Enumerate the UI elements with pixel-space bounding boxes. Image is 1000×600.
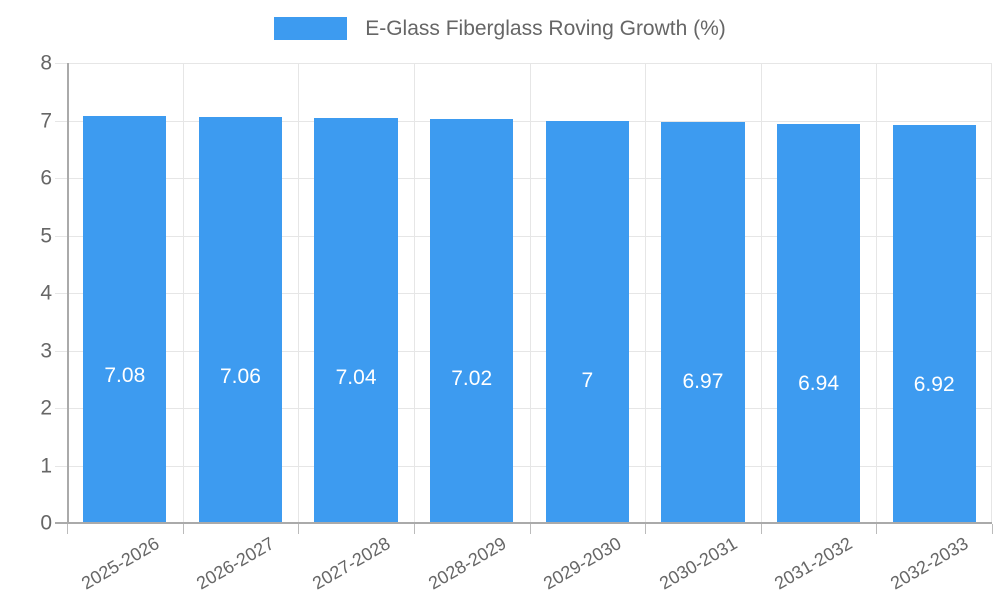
bar-value-label: 7 (581, 368, 594, 392)
x-axis-tick-mark (645, 524, 646, 534)
y-axis-tick-label: 0 (40, 511, 52, 535)
y-axis-tick-label: 3 (40, 339, 52, 362)
x-axis-tick-label: 2026-2027 (193, 533, 278, 594)
x-axis-tick-label: 2031-2032 (771, 533, 857, 594)
gridline-vertical (183, 63, 184, 523)
x-axis-tick-mark (761, 524, 762, 534)
bar[interactable]: 7.08 (83, 115, 167, 523)
gridline-horizontal (55, 465, 992, 467)
y-axis-tick-label: 1 (40, 454, 52, 477)
legend-item-series-0[interactable]: E-Glass Fiberglass Roving Growth (%) (274, 16, 726, 40)
gridline-vertical (530, 63, 531, 523)
gridline-vertical (761, 63, 762, 523)
gridline-horizontal (55, 235, 992, 237)
x-axis-tick-mark (530, 524, 531, 534)
gridline-vertical (414, 63, 415, 523)
x-axis-line (55, 522, 992, 524)
bar[interactable]: 6.97 (661, 122, 745, 523)
y-axis-tick-label: 2 (40, 396, 52, 420)
bar-value-label: 6.97 (682, 370, 724, 394)
y-axis-tick-label: 4 (40, 281, 52, 305)
bar-value-label: 7.02 (451, 367, 493, 391)
bar-value-label: 6.92 (913, 373, 955, 397)
x-axis-tick-mark (67, 524, 68, 534)
y-axis-tick-labels: 0 1 2 3 4 5 6 7 8 (0, 0, 52, 600)
y-axis-tick-label: 5 (40, 224, 52, 247)
gridline-horizontal (55, 293, 992, 294)
bar-value-label: 7.06 (220, 365, 261, 389)
gridline-horizontal (55, 408, 992, 409)
chart-legend: E-Glass Fiberglass Roving Growth (%) (0, 0, 1000, 56)
x-axis-tick-mark (414, 524, 415, 534)
gridline-horizontal (55, 63, 992, 64)
x-axis-tick-mark (298, 524, 299, 534)
legend-color-swatch-icon (274, 16, 348, 40)
gridline-vertical (298, 63, 299, 523)
bar[interactable]: 7.04 (314, 118, 398, 523)
bar-value-label: 6.94 (798, 371, 839, 395)
x-axis-tick-label: 2027-2028 (308, 533, 394, 594)
gridline-vertical (876, 63, 877, 523)
gridline-vertical (645, 63, 646, 523)
y-axis-line (67, 63, 69, 524)
bar[interactable]: 6.94 (776, 123, 861, 523)
bar[interactable]: 6.92 (892, 125, 976, 523)
bar[interactable]: 7.02 (430, 119, 514, 523)
x-axis-tick-label: 2028-2029 (424, 533, 510, 594)
x-axis-tick-mark (183, 524, 184, 534)
bar[interactable]: 7 (545, 120, 629, 523)
x-axis-tick-mark (876, 524, 877, 534)
gridline-horizontal (55, 178, 992, 179)
y-axis-tick-label: 8 (40, 51, 52, 75)
legend-item-label: E-Glass Fiberglass Roving Growth (%) (365, 16, 726, 40)
x-axis-tick-label: 2029-2030 (540, 533, 625, 594)
y-axis-tick-label: 7 (40, 109, 52, 132)
x-axis-tick-label: 2025-2026 (77, 533, 163, 594)
x-axis-tick-label: 2030-2031 (655, 533, 741, 594)
bar-value-label: 7.04 (335, 366, 377, 390)
y-axis-tick-label: 6 (40, 166, 52, 190)
gridline-horizontal (55, 350, 992, 352)
bar[interactable]: 7.06 (198, 117, 283, 523)
x-axis-tick-mark (992, 524, 993, 534)
gridline-horizontal (55, 120, 992, 122)
x-axis-tick-label: 2032-2033 (887, 533, 972, 594)
plot-area: 7.08 7.06 7.04 7.02 7 6.97 6.94 6.92 (55, 63, 992, 524)
bar-value-label: 7.08 (104, 363, 146, 387)
